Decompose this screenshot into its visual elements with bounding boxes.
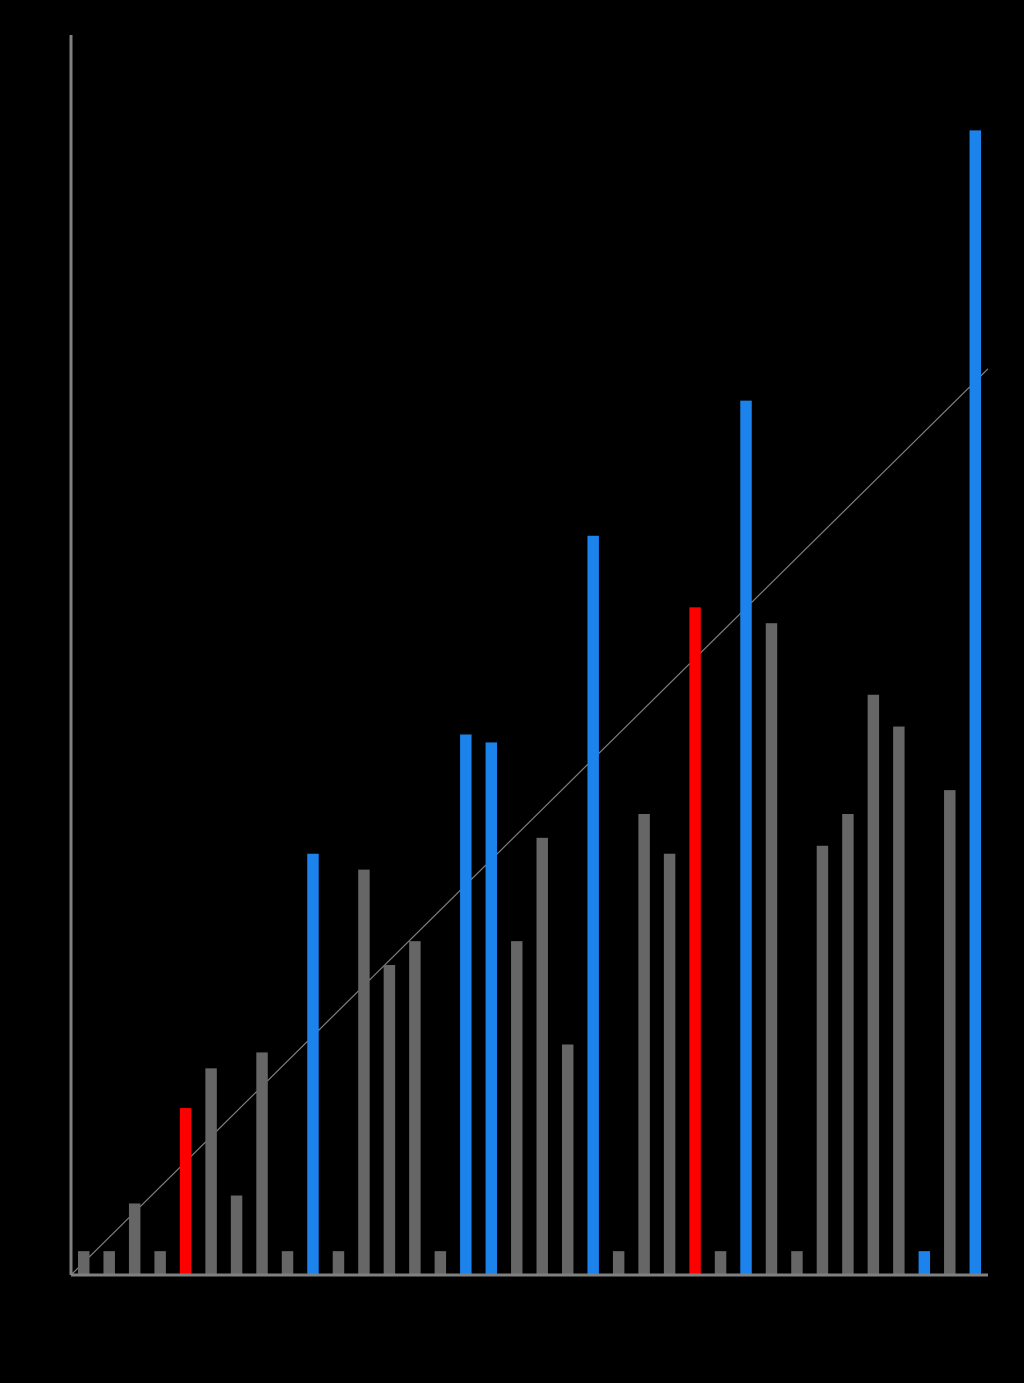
bar [103,1251,114,1275]
bar [205,1068,216,1275]
bar [587,536,598,1275]
bar [486,742,497,1275]
bar [638,814,649,1275]
bar [893,727,904,1275]
bar [231,1196,242,1275]
bar [409,941,420,1275]
bar-chart [0,0,1024,1383]
bar [435,1251,446,1275]
bar [78,1251,89,1275]
bar [282,1251,293,1275]
bar [460,734,471,1275]
bar [970,130,981,1275]
bar [256,1052,267,1275]
bar [817,846,828,1275]
bar [715,1251,726,1275]
bar [613,1251,624,1275]
bar [944,790,955,1275]
bar [664,854,675,1275]
bar [766,623,777,1275]
bar [562,1044,573,1275]
bar [154,1251,165,1275]
bar [384,965,395,1275]
bar [919,1251,930,1275]
bar [358,870,369,1275]
bar [740,401,751,1275]
bar [842,814,853,1275]
bar [307,854,318,1275]
bar [791,1251,802,1275]
bar [868,695,879,1275]
bar [333,1251,344,1275]
bar [689,607,700,1275]
bar [537,838,548,1275]
bar [129,1203,140,1275]
bar [511,941,522,1275]
bar [180,1108,191,1275]
